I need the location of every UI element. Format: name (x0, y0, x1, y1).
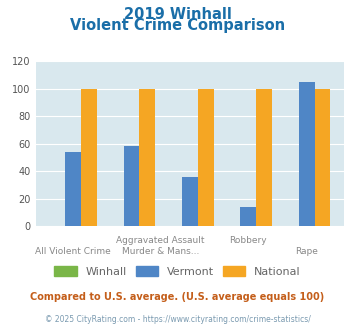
Bar (81, 88, 97, 226)
Text: All Violent Crime: All Violent Crime (35, 248, 111, 256)
Bar (182, 177, 198, 226)
Bar (315, 88, 330, 226)
Bar (240, 207, 256, 226)
Bar (198, 88, 214, 226)
Bar (140, 88, 155, 226)
Text: © 2025 CityRating.com - https://www.cityrating.com/crime-statistics/: © 2025 CityRating.com - https://www.city… (45, 315, 310, 324)
Legend: Winhall, Vermont, National: Winhall, Vermont, National (50, 261, 305, 281)
Text: Compared to U.S. average. (U.S. average equals 100): Compared to U.S. average. (U.S. average … (31, 292, 324, 302)
Text: Rape: Rape (295, 248, 318, 256)
Bar (65, 152, 81, 226)
Text: Murder & Mans...: Murder & Mans... (122, 248, 200, 256)
Text: 2019 Winhall: 2019 Winhall (124, 7, 231, 21)
Bar (256, 88, 272, 226)
Bar (124, 146, 140, 226)
Text: Robbery: Robbery (229, 236, 267, 245)
Text: Aggravated Assault: Aggravated Assault (116, 236, 205, 245)
Text: Violent Crime Comparison: Violent Crime Comparison (70, 18, 285, 33)
Bar (299, 82, 315, 226)
